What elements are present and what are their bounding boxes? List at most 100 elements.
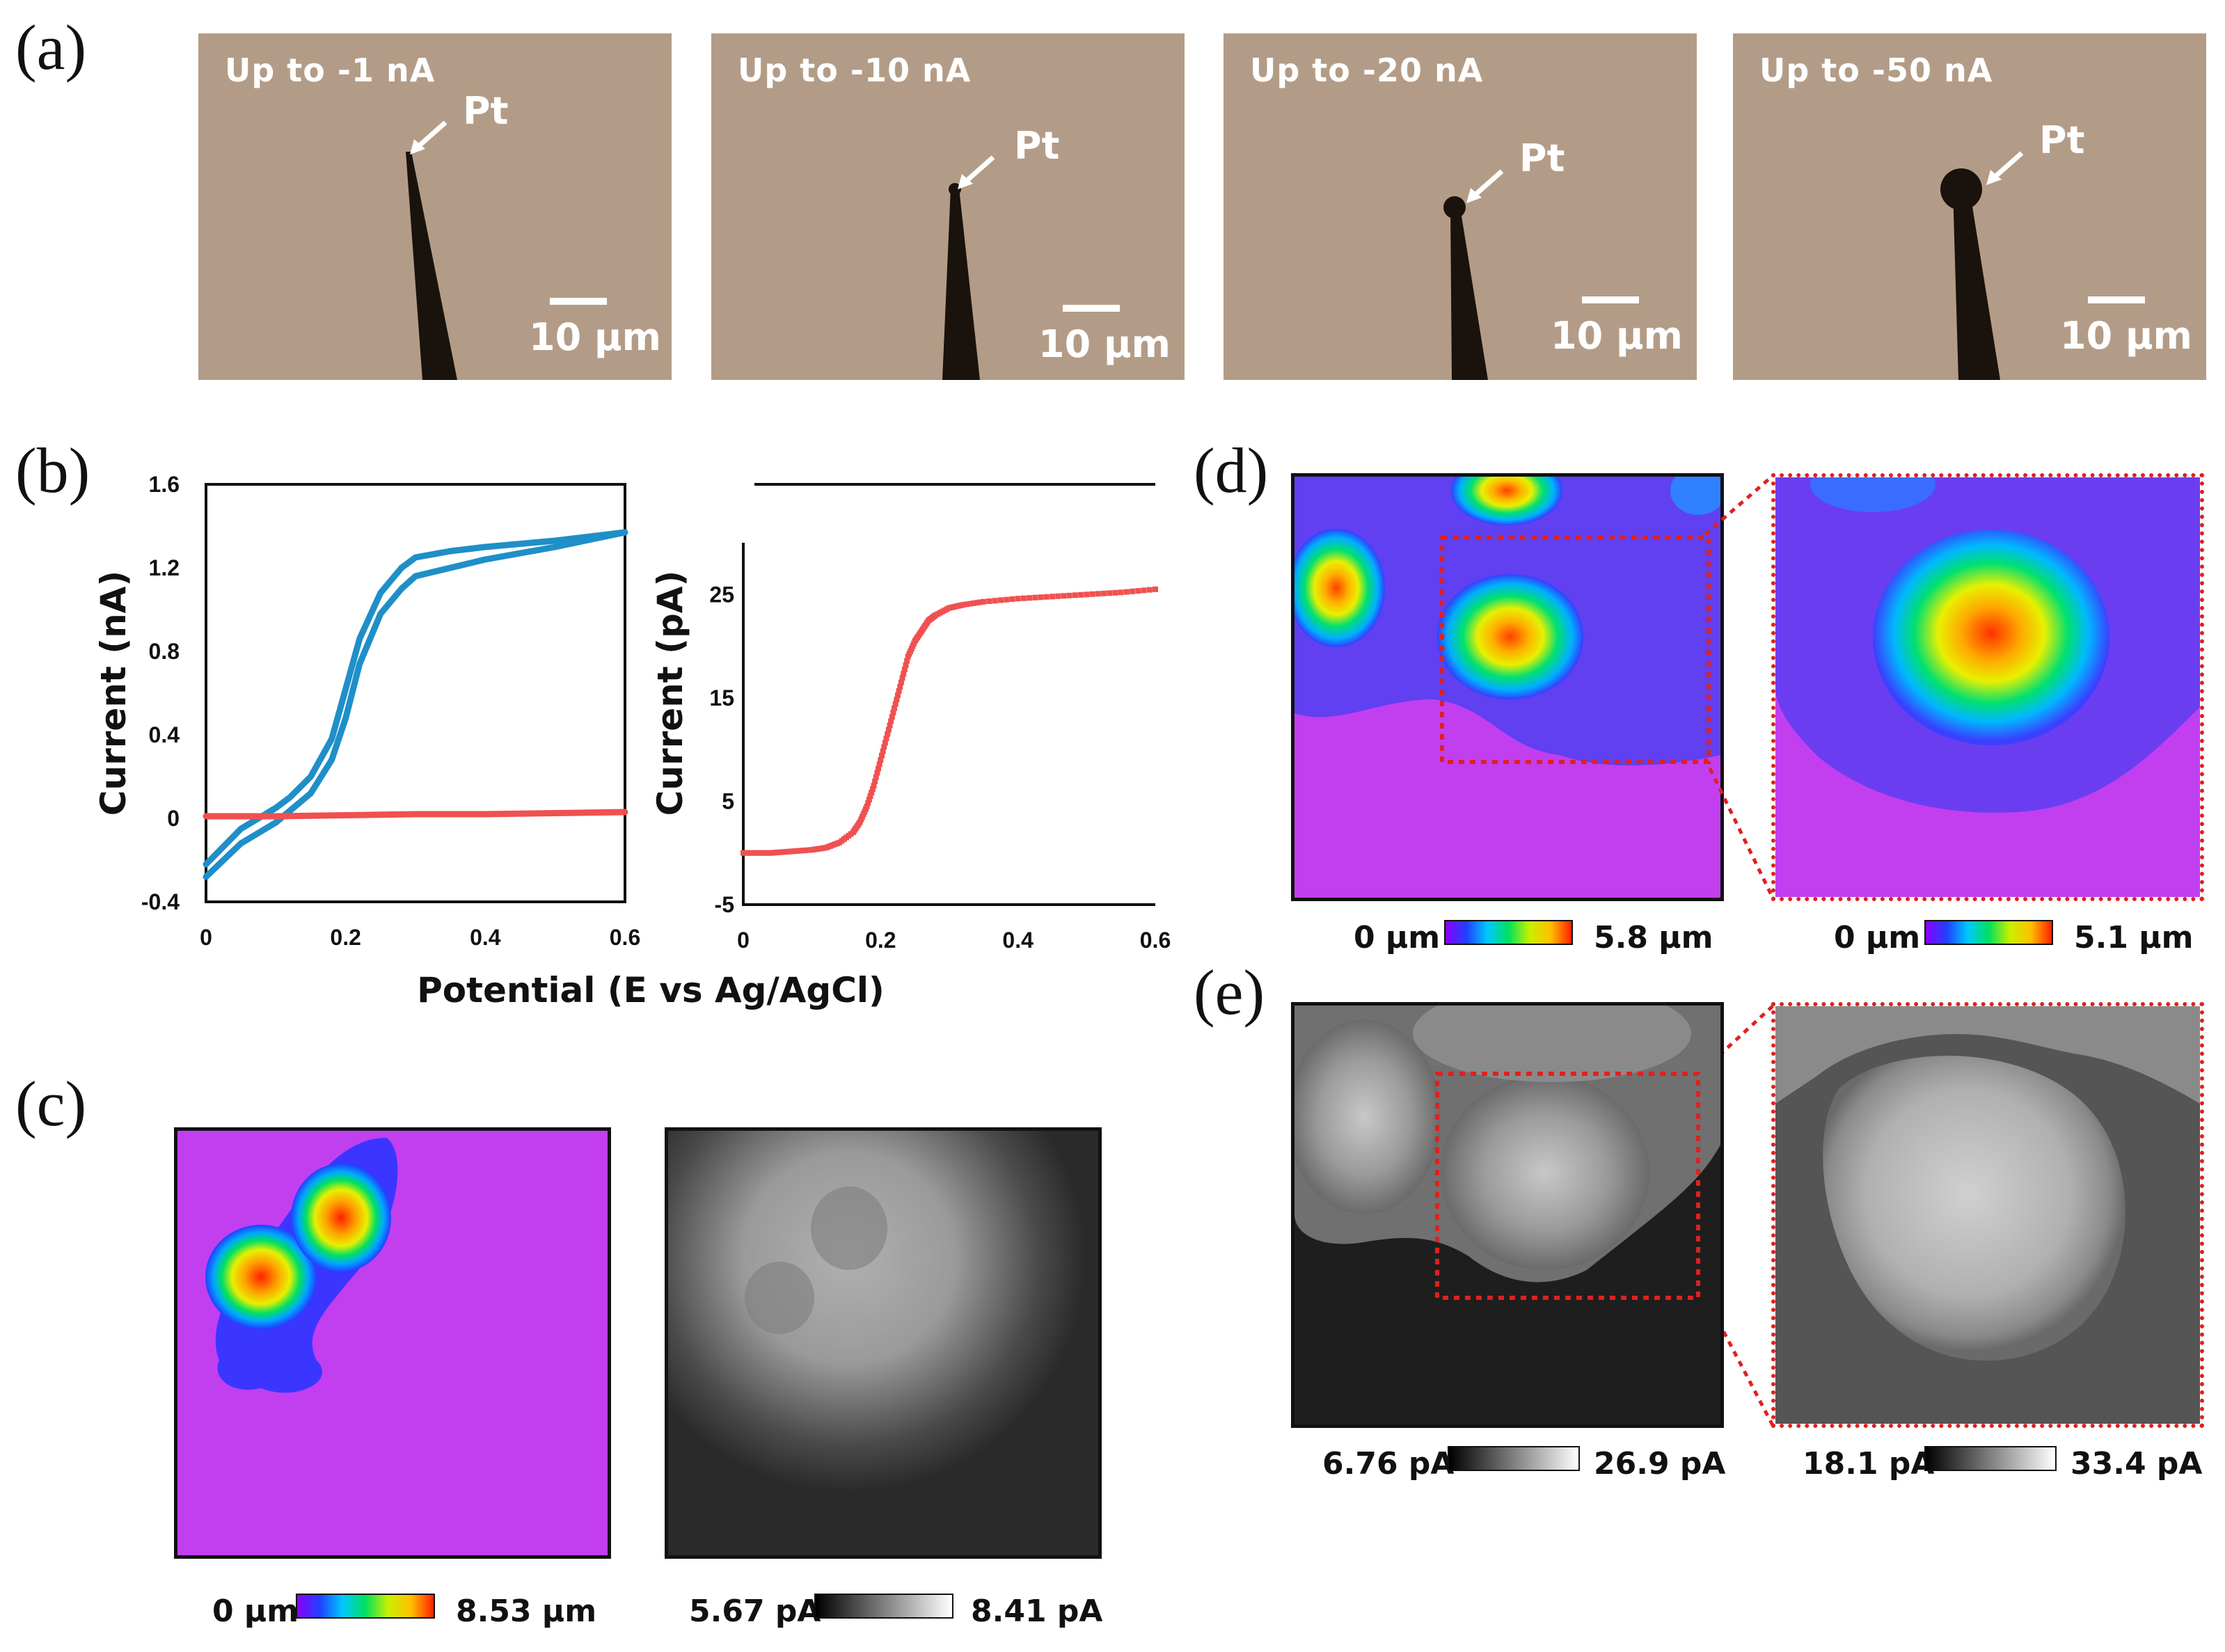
data-point <box>1112 589 1118 596</box>
height-map-c <box>174 1127 611 1559</box>
pt-label: Pt <box>1014 124 1060 168</box>
data-point <box>885 726 892 733</box>
data-point <box>998 597 1004 603</box>
current-map-e <box>1291 1002 1724 1428</box>
d-full-max: 5.8 µm <box>1594 920 1713 955</box>
data-point <box>901 667 908 672</box>
shared-xlabel: Potential (E vs Ag/AgCl) <box>417 970 885 1010</box>
data-point <box>963 601 969 607</box>
ytick-label: 0.4 <box>149 722 180 747</box>
data-point <box>1038 594 1044 601</box>
panel-b-charts: 0 0.2 0.4 0.6 -0.4 0 0.4 0.8 1.2 1.6 0 0.2 0.4 0.6 -5… <box>93 472 1171 1010</box>
data-point <box>970 600 976 606</box>
scale-bar <box>550 298 607 305</box>
data-point <box>1015 596 1021 602</box>
colorbar-rainbow <box>1924 920 2053 945</box>
data-point <box>873 774 879 780</box>
data-point <box>892 701 898 707</box>
height-zoom-d <box>1771 473 2204 901</box>
panel-label-b: (b) <box>15 435 90 506</box>
scale-label: 10 µm <box>1038 322 1171 366</box>
data-point <box>897 683 903 690</box>
data-point <box>885 731 891 737</box>
data-point <box>1020 595 1027 601</box>
data-point <box>967 601 973 607</box>
arrow-icon <box>1986 151 2024 185</box>
data-point <box>895 692 901 699</box>
d-zoom-min: 0 µm <box>1834 920 1921 955</box>
colorbar-rainbow <box>1444 920 1573 945</box>
xtick-label: 0.6 <box>1140 928 1171 953</box>
series-line <box>203 529 628 880</box>
condition-label: Up to -50 nA <box>1759 51 1993 89</box>
data-point <box>1135 588 1141 594</box>
data-point <box>888 718 894 724</box>
data-point <box>1095 591 1101 597</box>
data-point <box>864 803 870 809</box>
data-point <box>981 598 987 605</box>
data-point <box>881 744 887 750</box>
series-line <box>203 529 628 868</box>
condition-label: Up to -1 nA <box>225 51 436 89</box>
ytick-label: 0 <box>167 806 180 831</box>
data-point <box>894 697 900 703</box>
data-point <box>992 598 998 604</box>
xtick-label: 0.2 <box>865 928 896 953</box>
scale-label: 10 µm <box>529 315 661 359</box>
c-current-max: 8.41 pA <box>971 1594 1103 1629</box>
data-point <box>889 714 895 720</box>
panel-label-e: (e) <box>1194 957 1265 1028</box>
ylabel-right: Current (pA) <box>650 571 690 816</box>
data-point <box>1146 587 1153 593</box>
data-point <box>1084 591 1090 598</box>
xtick-label: 0.4 <box>1002 928 1034 953</box>
e-full-max: 26.9 pA <box>1594 1446 1726 1482</box>
data-point <box>867 793 873 799</box>
data-point <box>1050 594 1055 600</box>
arrow-icon <box>1466 169 1504 203</box>
e-zoom-max: 33.4 pA <box>2070 1446 2203 1482</box>
data-point <box>872 778 878 784</box>
pt-label: Pt <box>1519 136 1565 180</box>
data-point <box>1061 593 1067 599</box>
data-point <box>1043 594 1050 600</box>
pt-label: Pt <box>2039 118 2085 162</box>
micrograph-3: Up to -20 nA Pt 10 µm <box>1224 33 1697 380</box>
data-point <box>890 709 896 715</box>
zoom-region-box <box>1435 1072 1700 1300</box>
current-map-c <box>665 1127 1102 1559</box>
e-zoom-min: 18.1 pA <box>1803 1446 1935 1482</box>
colorbar-gray <box>1924 1446 2057 1471</box>
micrograph-1: Up to -1 nA Pt 10 µm <box>198 33 672 380</box>
ytick-label: -5 <box>715 892 734 917</box>
xtick-label: 0 <box>737 928 750 953</box>
data-point <box>904 658 910 664</box>
data-point <box>1123 589 1130 595</box>
xtick-label: 0 <box>200 925 212 950</box>
ytick-label: 0.8 <box>149 639 180 664</box>
series-line <box>203 809 628 820</box>
plot-frame-left <box>205 483 626 903</box>
colorbar-gray <box>1448 1446 1580 1471</box>
data-point <box>898 679 904 685</box>
colorbar-rainbow <box>296 1594 435 1619</box>
data-point <box>1032 594 1038 601</box>
d-zoom-max: 5.1 µm <box>2074 920 2194 955</box>
data-point <box>887 722 893 729</box>
data-point <box>1153 586 1158 592</box>
scale-bar <box>1063 305 1120 312</box>
ylabel-left: Current (nA) <box>93 571 134 816</box>
data-point <box>880 748 886 754</box>
data-point <box>1072 592 1078 598</box>
arrow-icon <box>410 120 448 154</box>
scale-label: 10 µm <box>1551 314 1683 358</box>
data-point <box>1101 590 1107 596</box>
data-point <box>901 671 907 677</box>
data-point <box>876 761 882 768</box>
data-point <box>986 598 992 604</box>
data-point <box>878 752 885 759</box>
data-point <box>1141 587 1147 594</box>
data-point <box>899 675 905 681</box>
e-full-min: 6.76 pA <box>1322 1446 1455 1482</box>
panel-label-a: (a) <box>15 12 87 83</box>
